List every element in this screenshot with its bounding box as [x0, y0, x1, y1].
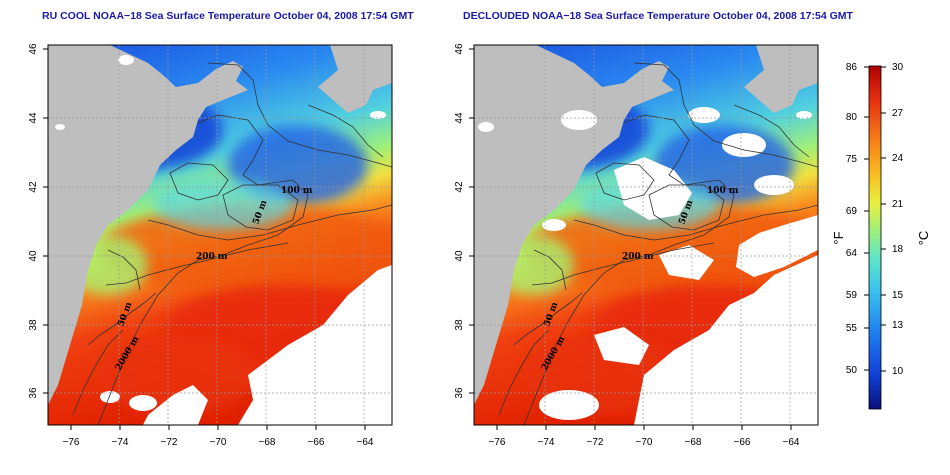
left-lon-tick-66: −66	[308, 437, 325, 448]
colorbar-c-13: 13	[892, 320, 904, 331]
colorbar-c-27: 27	[892, 108, 904, 119]
colorbar: 86 80 75 69 64 59 55 50 30 27 24 21 18 1…	[831, 62, 931, 410]
left-lat-tick-42: 42	[28, 181, 39, 193]
colorbar-c-24: 24	[892, 153, 904, 164]
colorbar-c-10: 10	[892, 366, 904, 377]
right-lat-tick-44: 44	[454, 112, 465, 124]
colorbar-celsius-ticks: 30 27 24 21 18 15 13 10	[881, 62, 904, 377]
left-contour-label-200m: 200 m	[196, 252, 228, 262]
right-contour-label-200m: 200 m	[622, 252, 654, 262]
left-lat-tick-46: 46	[28, 43, 39, 55]
colorbar-fahrenheit-ticks: 86 80 75 69 64 59 55 50	[846, 62, 869, 376]
left-lon-tick-74: −74	[112, 437, 129, 448]
right-lon-tick-70: −70	[636, 437, 653, 448]
right-lon-tick-66: −66	[734, 437, 751, 448]
right-map: 100 m 50 m 200 m 50 m 2000 m	[473, 44, 819, 426]
right-contour-label-100m: 100 m	[707, 186, 739, 196]
colorbar-f-80: 80	[846, 112, 858, 123]
colorbar-c-18: 18	[892, 244, 904, 255]
left-lat-axis: 36 38 40 42 44 46	[28, 43, 48, 399]
colorbar-f-86: 86	[846, 62, 858, 73]
left-lon-axis: −76 −74 −72 −70 −68 −66 −64	[63, 425, 374, 448]
left-lon-tick-76: −76	[63, 437, 80, 448]
right-lat-tick-40: 40	[454, 250, 465, 262]
colorbar-gradient	[868, 65, 882, 410]
left-map: 100 m 50 m 200 m 50 m 2000 m	[47, 44, 393, 426]
colorbar-fahrenheit-unit: °F	[831, 231, 846, 244]
colorbar-c-30: 30	[892, 62, 904, 73]
colorbar-f-64: 64	[846, 248, 858, 259]
left-lon-tick-64: −64	[357, 437, 374, 448]
right-lat-axis: 36 38 40 42 44 46	[454, 43, 474, 399]
left-lon-tick-70: −70	[210, 437, 227, 448]
colorbar-f-59: 59	[846, 290, 858, 301]
right-lon-tick-74: −74	[538, 437, 555, 448]
left-map-frame	[47, 44, 393, 426]
right-map-frame	[473, 44, 819, 426]
right-lat-tick-46: 46	[454, 43, 465, 55]
colorbar-celsius-unit: °C	[916, 231, 931, 246]
right-lat-tick-36: 36	[454, 387, 465, 399]
left-lon-tick-68: −68	[259, 437, 276, 448]
colorbar-c-21: 21	[892, 199, 904, 210]
colorbar-f-50: 50	[846, 365, 858, 376]
right-lat-tick-38: 38	[454, 319, 465, 331]
right-lon-tick-64: −64	[783, 437, 800, 448]
right-lon-tick-76: −76	[489, 437, 506, 448]
left-lon-tick-72: −72	[161, 437, 178, 448]
right-cloud-mask	[478, 107, 818, 425]
right-lon-tick-68: −68	[685, 437, 702, 448]
right-lon-tick-72: −72	[587, 437, 604, 448]
colorbar-f-75: 75	[846, 154, 858, 165]
right-map-title: DECLOUDED NOAA−18 Sea Surface Temperatur…	[463, 10, 853, 22]
left-lat-tick-44: 44	[28, 112, 39, 124]
left-lat-tick-40: 40	[28, 250, 39, 262]
right-lat-tick-42: 42	[454, 181, 465, 193]
left-lat-tick-36: 36	[28, 387, 39, 399]
colorbar-c-15: 15	[892, 290, 904, 301]
colorbar-f-69: 69	[846, 206, 858, 217]
right-lon-axis: −76 −74 −72 −70 −68 −66 −64	[489, 425, 800, 448]
left-map-title: RU COOL NOAA−18 Sea Surface Temperature …	[42, 10, 414, 22]
left-contour-label-100m: 100 m	[281, 186, 313, 196]
colorbar-f-55: 55	[846, 323, 858, 334]
left-lat-tick-38: 38	[28, 319, 39, 331]
